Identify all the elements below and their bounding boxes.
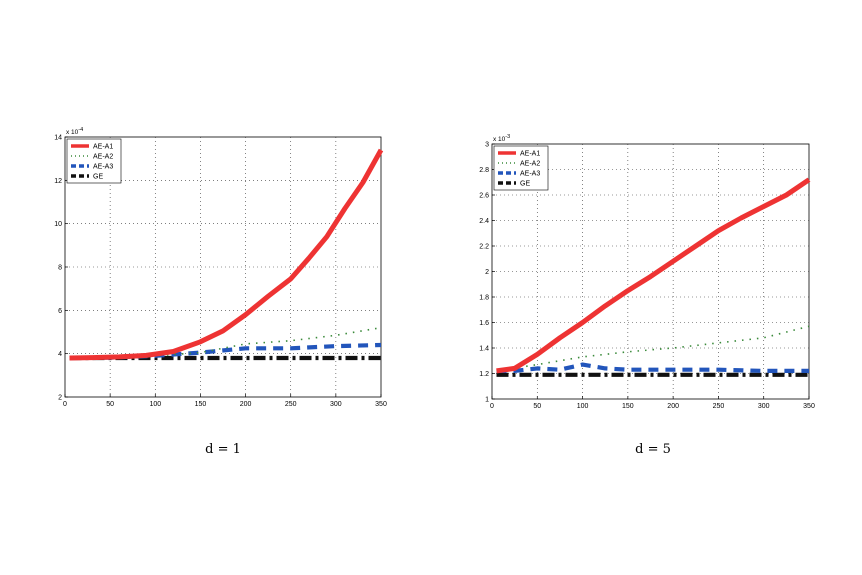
y-tick-label: 14	[54, 135, 62, 142]
x-tick-label: 350	[375, 401, 387, 408]
legend-label-ae-a1: AE-A1	[93, 144, 113, 151]
series-line-ae-a1	[69, 148, 384, 361]
legend-label-ge: GE	[520, 181, 530, 188]
x-tick-label: 250	[713, 403, 725, 410]
chart-caption: d = 1	[205, 442, 241, 457]
x-tick-label: 150	[195, 401, 207, 408]
y-tick-label: 1.8	[479, 295, 489, 302]
chart-caption: d = 5	[635, 442, 671, 457]
chart-1: 0 50 100 150 200 250 300 350 2 4 6 8 10 12 14 x 10-4 AE-…	[54, 127, 387, 457]
y-tick-label: 2.6	[479, 193, 489, 200]
x-tick-label: 200	[240, 401, 252, 408]
y-tick-label: 8	[58, 265, 62, 272]
y-tick-label: 1.4	[479, 346, 489, 353]
x-tick-label: 200	[667, 403, 679, 410]
y-tick-label: 1.2	[479, 371, 489, 378]
legend-label-ae-a3: AE-A3	[93, 164, 113, 171]
y-tick-label: 1.6	[479, 320, 489, 327]
x-tick-label: 350	[803, 403, 815, 410]
y-tick-label: 1	[485, 397, 489, 404]
y-tick-label: 12	[54, 178, 62, 185]
x-tick-label: 50	[533, 403, 541, 410]
y-tick-label: 2	[58, 395, 62, 402]
y-tick-label: 6	[58, 308, 62, 315]
y-tick-label: 10	[54, 221, 62, 228]
x-tick-label: 0	[63, 401, 67, 408]
x-tick-label: 150	[622, 403, 634, 410]
y-tick-label: 2.8	[479, 167, 489, 174]
legend-label-ge: GE	[93, 174, 103, 181]
chart-2: 0 50 100 150 200 250 300 350 1 1.2 1.4 1.6 1.8 2 2.2 2.…	[479, 134, 815, 457]
y-tick-label: 2	[485, 269, 489, 276]
x-tick-label: 100	[577, 403, 589, 410]
y-tick-label: 3	[485, 142, 489, 149]
legend-label-ae-a2: AE-A2	[520, 161, 540, 168]
x-tick-label: 0	[490, 403, 494, 410]
legend-label-ae-a1: AE-A1	[520, 151, 540, 158]
x-tick-label: 250	[285, 401, 297, 408]
series-line-ae-a1	[496, 177, 811, 374]
x-tick-label: 300	[330, 401, 342, 408]
y-tick-label: 2.4	[479, 218, 489, 225]
y-exponent-label: x 10-4	[66, 127, 83, 136]
y-tick-label: 2.2	[479, 244, 489, 251]
x-tick-label: 300	[758, 403, 770, 410]
legend: AE-A1 AE-A2 AE-A3 GE	[493, 145, 549, 191]
y-tick-label: 4	[58, 351, 62, 358]
x-tick-label: 50	[106, 401, 114, 408]
y-exponent-label: x 10-3	[493, 134, 510, 143]
series-line-ae-a3	[69, 342, 382, 361]
legend-label-ae-a2: AE-A2	[93, 154, 113, 161]
legend-label-ae-a3: AE-A3	[520, 171, 540, 178]
x-tick-label: 100	[149, 401, 161, 408]
series-line-ae-a3	[496, 362, 809, 373]
legend: AE-A1 AE-A2 AE-A3 GE	[66, 138, 122, 184]
